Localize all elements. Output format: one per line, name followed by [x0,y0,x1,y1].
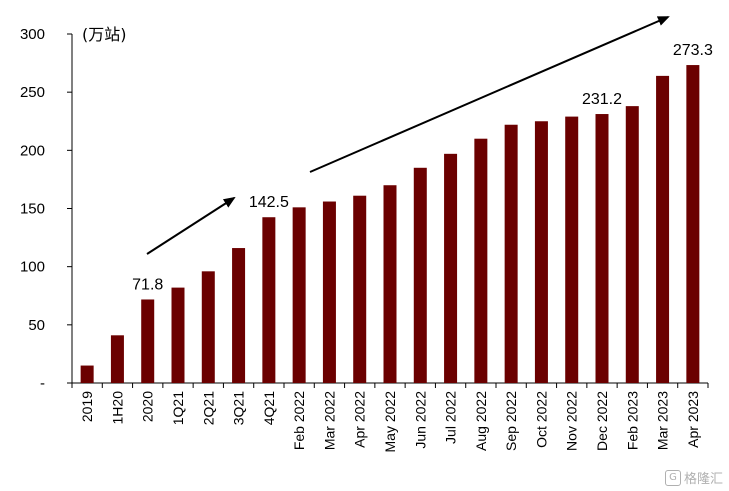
bar [171,287,185,383]
bar [322,201,336,383]
watermark: G 格隆汇 [664,468,723,487]
x-tick-label: 2Q21 [200,391,216,425]
x-tick-label: May 2022 [382,391,398,453]
x-tick-label: Oct 2022 [533,391,549,448]
x-tick-label: 1H20 [109,391,125,425]
x-tick-label: Feb 2023 [624,391,640,450]
data-label: 71.8 [132,276,163,293]
bar [686,65,700,383]
y-tick-label: 300 [20,26,45,43]
bar [474,138,488,383]
x-tick-label: 2019 [79,391,95,422]
bar [413,167,427,383]
data-label: 231.2 [582,91,622,108]
y-tick-label: 150 [20,201,45,218]
bar [232,248,246,383]
x-tick-label: Feb 2022 [291,391,307,450]
x-tick-label: Jul 2022 [443,391,459,444]
bar [141,299,155,383]
watermark-text: 格隆汇 [683,472,723,487]
x-tick-label: Dec 2022 [594,391,610,451]
x-tick-label: Aug 2022 [473,391,489,451]
y-tick-label: 100 [20,259,45,276]
trend-arrow-2 [309,16,670,173]
x-tick-label: Apr 2023 [685,391,701,448]
bar [353,195,367,383]
y-tick-label: 200 [20,142,45,159]
watermark-logo-icon: G [664,469,681,486]
x-tick-label: Nov 2022 [564,391,580,451]
x-tick-label: 2020 [140,391,156,422]
trend-arrows [146,16,670,255]
bar [534,121,548,383]
x-tick-label: Apr 2022 [352,391,368,448]
x-tick-label: 3Q21 [231,391,247,425]
bar [625,106,639,384]
x-tick-label: 4Q21 [261,391,277,425]
unit-label: (万站) [82,25,127,44]
trend-arrow-1 [146,196,236,255]
bar [292,207,306,383]
data-label: 142.5 [249,194,289,211]
bar [201,271,215,383]
y-tick-label: 250 [20,84,45,101]
bar [110,335,124,383]
bar [262,217,276,383]
x-tick-label: 1Q21 [170,391,186,425]
x-tick-label: Mar 2023 [655,391,671,450]
x-tick-label: Mar 2022 [321,391,337,450]
x-tick-label: Jun 2022 [412,391,428,449]
y-tick-label: 50 [28,317,45,334]
bar [565,116,579,383]
bar [595,114,609,384]
data-label: 273.3 [673,42,713,59]
bar [504,124,518,384]
bar [383,185,397,383]
bar [444,153,458,383]
x-tick-label: Sep 2022 [503,391,519,451]
bar [656,75,670,383]
bar [80,365,94,383]
y-tick-label: - [40,375,45,392]
